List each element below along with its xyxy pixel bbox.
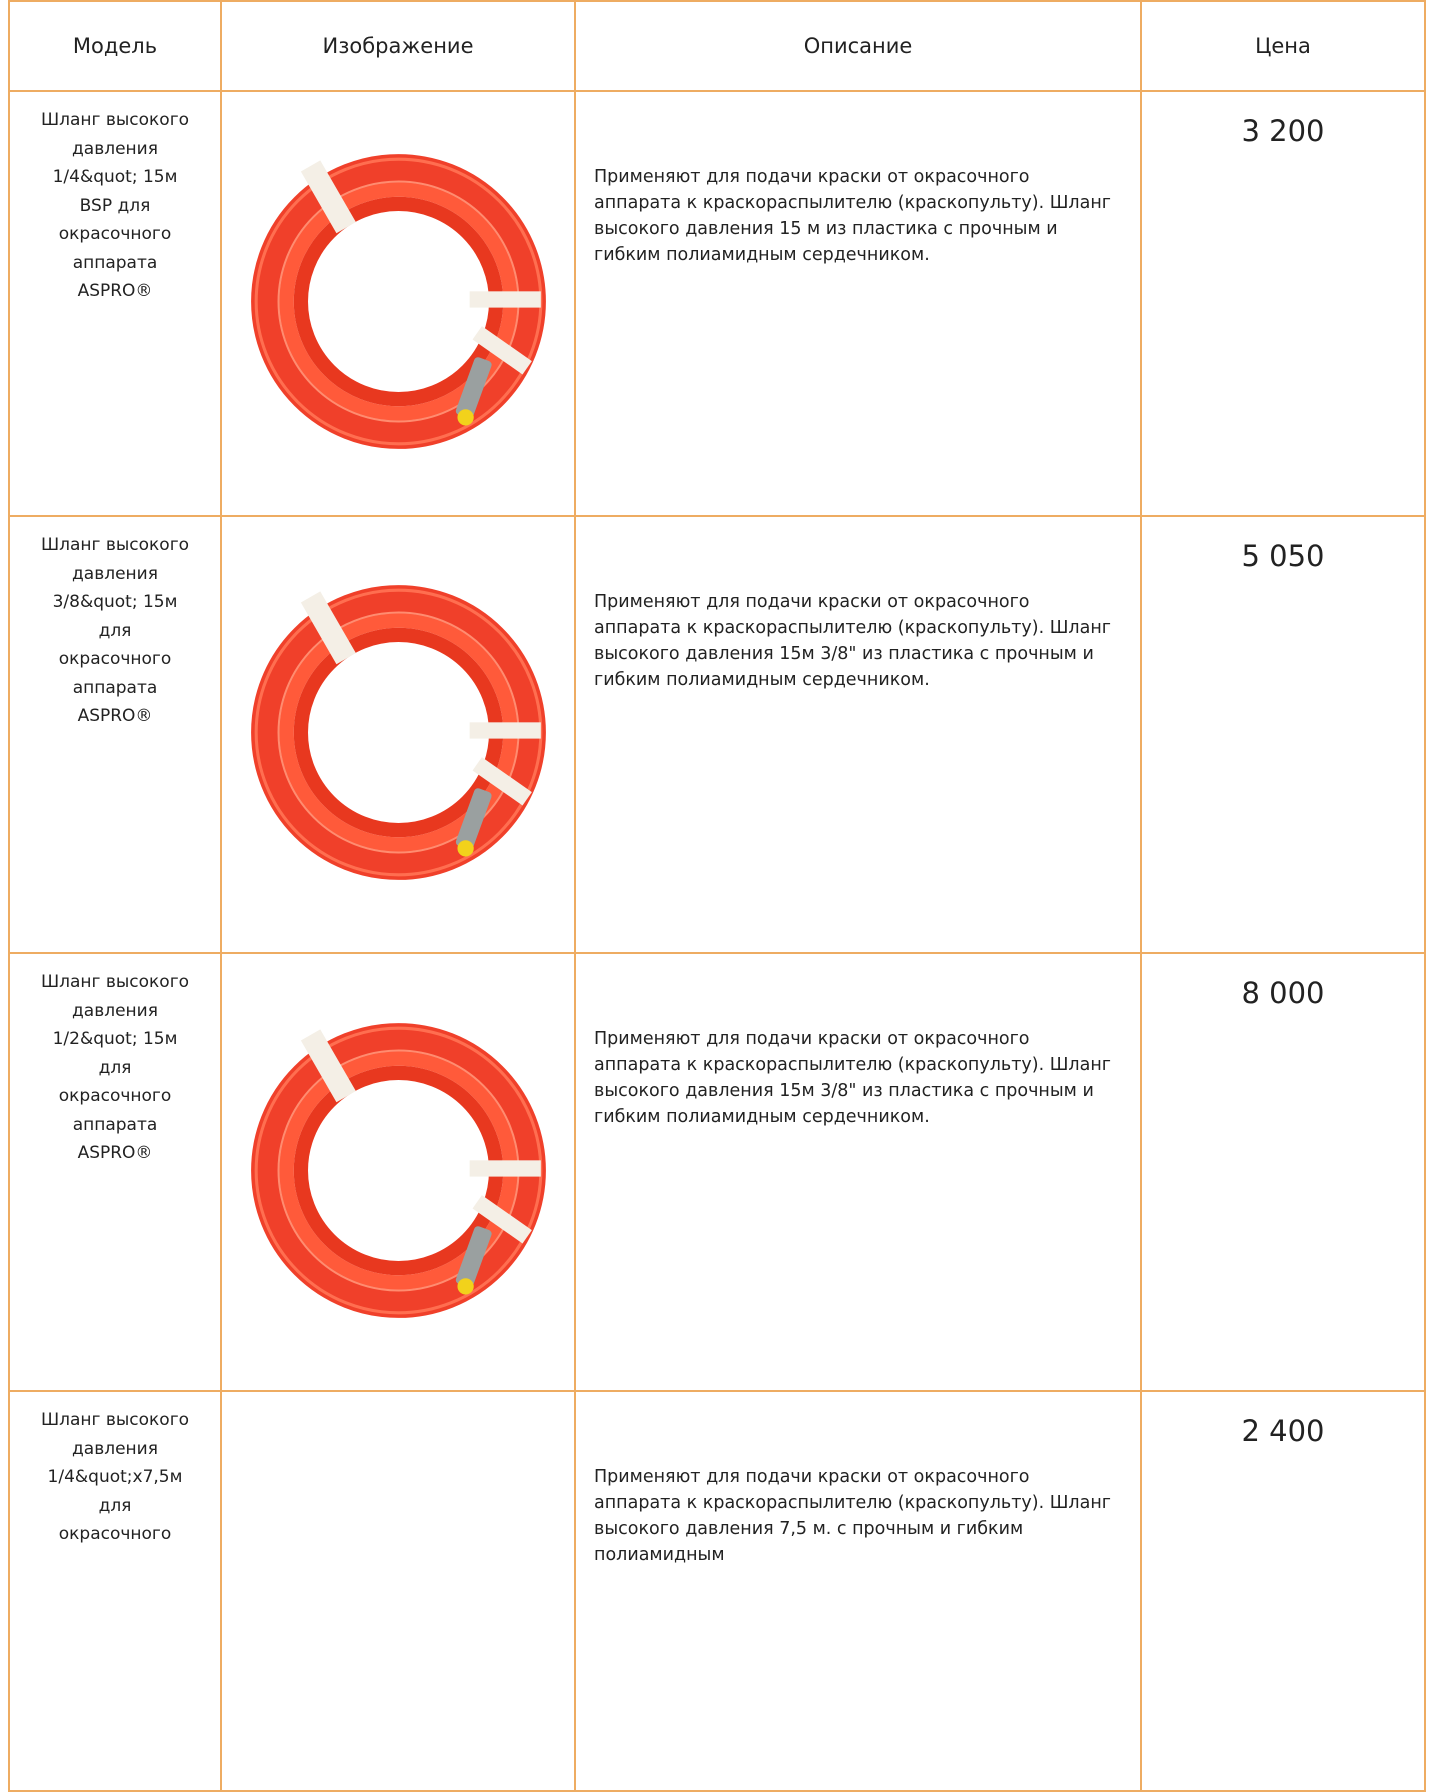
model: Шланг высокого давления 3/8&quot; 15м дл… xyxy=(40,535,190,726)
row: Шланг высокого давления 3/8&quot; 15м дл… xyxy=(8,515,1426,954)
row: Шланг высокого давления 1/2&quot; 15м дл… xyxy=(8,952,1426,1392)
price-table: Модель Изображение Описание Цена Шланг в… xyxy=(8,0,1426,1792)
hose-image xyxy=(246,149,551,454)
model: Шланг высокого давления 1/4&quot;x7,5м д… xyxy=(40,1410,190,1544)
image-cell xyxy=(220,90,576,517)
row: Шланг высокого давления 1/4&quot; 15м BS… xyxy=(8,90,1426,517)
model-cell: Шланг высокого давления 1/4&quot; 15м BS… xyxy=(8,90,222,517)
hose-image xyxy=(246,580,551,885)
image-cell xyxy=(220,952,576,1392)
description: Применяют для подачи краски от окрасочно… xyxy=(574,1390,1142,1792)
header-cell: Цена xyxy=(1140,0,1426,92)
row: Шланг высокого давления 1/4&quot;x7,5м д… xyxy=(8,1390,1426,1792)
page: {"table": { "header": ["Модель", "Изобра… xyxy=(8,0,1426,1792)
description: Применяют для подачи краски от окрасочно… xyxy=(574,90,1142,517)
description: Применяют для подачи краски от окрасочно… xyxy=(574,515,1142,954)
header-cell: Модель xyxy=(8,0,222,92)
hose-image xyxy=(246,1018,551,1323)
price: 2 400 xyxy=(1140,1390,1426,1792)
price: 3 200 xyxy=(1140,90,1426,517)
image-cell xyxy=(220,515,576,954)
header-row: Модель Изображение Описание Цена xyxy=(8,0,1426,92)
model-cell: Шланг высокого давления 1/4&quot;x7,5м д… xyxy=(8,1390,222,1792)
model-cell: Шланг высокого давления 3/8&quot; 15м дл… xyxy=(8,515,222,954)
price: 8 000 xyxy=(1140,952,1426,1392)
description: Применяют для подачи краски от окрасочно… xyxy=(574,952,1142,1392)
header-cell: Изображение xyxy=(220,0,576,92)
image-cell xyxy=(220,1390,576,1792)
model-cell: Шланг высокого давления 1/2&quot; 15м дл… xyxy=(8,952,222,1392)
header-cell: Описание xyxy=(574,0,1142,92)
price: 5 050 xyxy=(1140,515,1426,954)
model: Шланг высокого давления 1/4&quot; 15м BS… xyxy=(40,110,190,301)
model: Шланг высокого давления 1/2&quot; 15м дл… xyxy=(40,972,190,1163)
